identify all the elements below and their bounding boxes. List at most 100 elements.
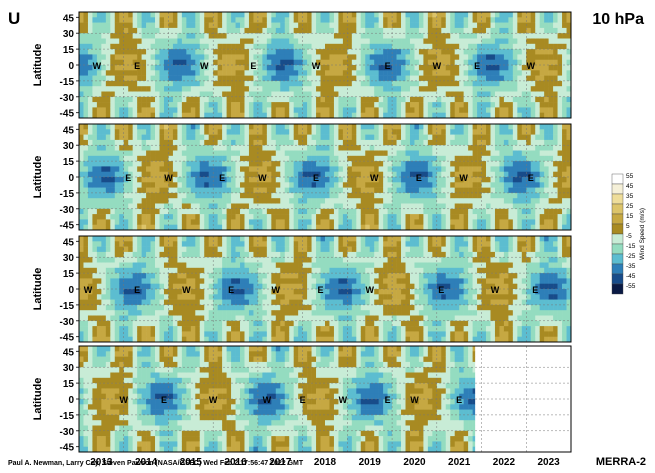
heatmap-cell (114, 198, 120, 204)
heatmap-cell (132, 65, 138, 71)
heatmap-cell (544, 145, 549, 151)
heatmap-cell (472, 134, 478, 141)
heatmap-cell (356, 161, 362, 167)
heatmap-cell (521, 22, 527, 29)
heatmap-cell (405, 171, 411, 178)
heatmap-cell (190, 177, 196, 183)
heatmap-cell (454, 139, 460, 146)
heatmap-cell (427, 65, 433, 71)
heatmap-cell (110, 304, 116, 311)
heatmap-cell (186, 161, 192, 167)
heatmap-cell (530, 80, 536, 87)
heatmap-cell (539, 33, 545, 39)
heatmap-cell (548, 134, 554, 141)
heatmap-cell (477, 203, 482, 210)
heatmap-cell (96, 203, 102, 210)
heatmap-cell (329, 134, 335, 141)
heatmap-cell (123, 49, 129, 55)
heatmap-cell (190, 59, 196, 66)
heatmap-cell (204, 80, 210, 87)
heatmap-cell (163, 187, 169, 194)
heatmap-cell (463, 208, 469, 215)
heatmap-cell (378, 166, 384, 172)
heatmap-cell (454, 80, 460, 87)
heatmap-cell (137, 208, 142, 215)
heatmap-cell (526, 33, 532, 39)
heatmap-cell (253, 12, 259, 18)
heatmap-cell (342, 59, 348, 66)
heatmap-cell (79, 150, 84, 157)
heatmap-cell (79, 96, 84, 103)
heatmap-cell (445, 219, 451, 225)
heatmap-cell (463, 22, 469, 29)
heatmap-cell (454, 49, 460, 55)
heatmap-cell (271, 182, 277, 188)
heatmap-cell (208, 124, 214, 130)
heatmap-cell (155, 278, 160, 284)
heatmap-cell (351, 166, 357, 172)
heatmap-cell (508, 145, 514, 151)
heatmap-cell (257, 198, 263, 204)
heatmap-cell (436, 139, 442, 146)
heatmap-cell (347, 102, 353, 108)
heatmap-cell (409, 198, 415, 204)
heatmap-cell (289, 86, 294, 92)
heatmap-cell (298, 150, 303, 157)
heatmap-cell (423, 102, 429, 108)
heatmap-cell (441, 107, 447, 113)
heatmap-cell (128, 49, 133, 55)
heatmap-cell (163, 236, 169, 242)
heatmap-cell (141, 299, 147, 306)
heatmap-cell (280, 38, 286, 45)
heatmap-cell (101, 326, 107, 332)
heatmap-cell (365, 96, 371, 103)
heatmap-cell (486, 75, 491, 82)
heatmap-cell (92, 273, 98, 279)
heatmap-cell (329, 49, 335, 55)
heatmap-cell (553, 96, 558, 103)
heatmap-cell (423, 65, 429, 71)
heatmap-cell (526, 171, 532, 178)
heatmap-cell (262, 124, 268, 130)
heatmap-cell (186, 150, 192, 157)
heatmap-cell (454, 145, 460, 151)
heatmap-cell (128, 161, 133, 167)
heatmap-cell (101, 214, 107, 220)
heatmap-cell (150, 198, 156, 204)
heatmap-cell (137, 246, 142, 253)
heatmap-cell (387, 177, 393, 183)
heatmap-cell (110, 214, 116, 220)
heatmap-cell (383, 192, 388, 199)
heatmap-cell (459, 177, 464, 183)
heatmap-cell (87, 70, 93, 76)
heatmap-cell (351, 145, 357, 151)
heatmap-cell (427, 38, 433, 45)
heatmap-cell (96, 315, 102, 322)
heatmap-cell (521, 107, 527, 113)
heatmap-cell (96, 27, 102, 34)
heatmap-cell (409, 96, 415, 103)
heatmap-cell (253, 166, 259, 172)
heatmap-cell (401, 134, 406, 141)
heatmap-cell (253, 107, 259, 113)
heatmap-cell (159, 27, 165, 34)
heatmap-cell (271, 75, 277, 82)
heatmap-cell (248, 22, 254, 29)
heatmap-cell (351, 86, 357, 92)
heatmap-cell (557, 208, 563, 215)
heatmap-cell (208, 75, 214, 82)
heatmap-cell (217, 155, 223, 162)
heatmap-cell (105, 236, 111, 242)
heatmap-cell (320, 124, 326, 130)
heatmap-cell (217, 214, 223, 220)
heatmap-cell (128, 80, 133, 87)
heatmap-cell (159, 198, 165, 204)
heatmap-cell (257, 166, 263, 172)
heatmap-cell (530, 96, 536, 103)
heatmap-cell (494, 96, 500, 103)
heatmap-cell (114, 310, 120, 316)
heatmap-cell (365, 65, 371, 71)
heatmap-cell (427, 91, 433, 98)
heatmap-cell (468, 145, 473, 151)
heatmap-cell (87, 251, 93, 258)
